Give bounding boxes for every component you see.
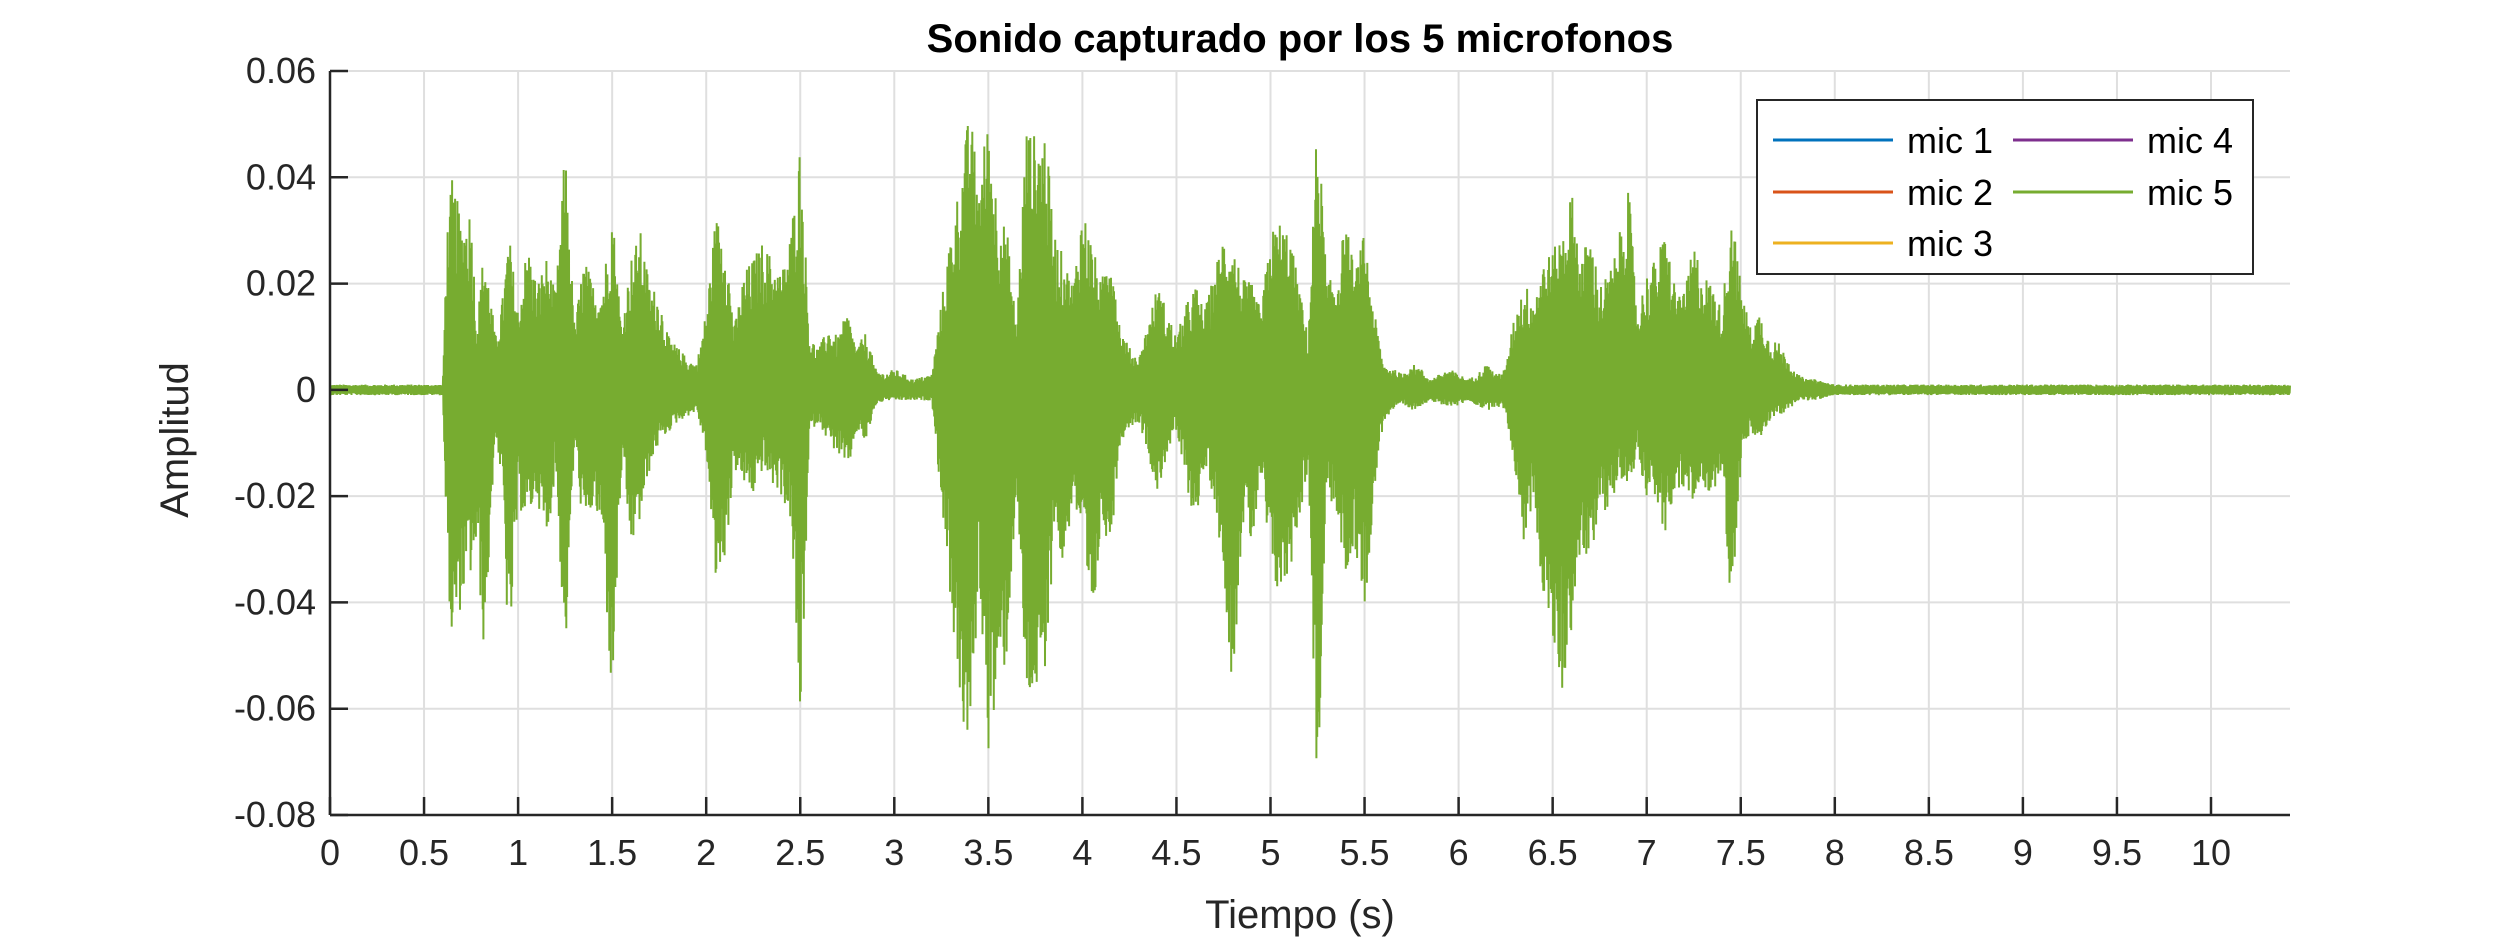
x-tick-label: 2.5 — [775, 832, 825, 873]
legend-item: mic 4 — [2013, 120, 2233, 161]
legend-box — [1756, 99, 2254, 275]
x-tick-label: 3 — [884, 832, 904, 873]
legend-label: mic 4 — [2147, 120, 2233, 161]
x-tick-label: 6.5 — [1528, 832, 1578, 873]
y-axis-title: Amplitud — [153, 362, 197, 518]
y-tick-labels: -0.08 -0.06 -0.04 -0.02 0 0.02 0.04 0.06 — [234, 50, 316, 835]
x-tick-label: 9.5 — [2092, 832, 2142, 873]
legend-label: mic 2 — [1907, 172, 1993, 213]
x-tick-label: 10 — [2191, 832, 2231, 873]
legend-label: mic 5 — [2147, 172, 2233, 213]
y-tick-label: 0.02 — [246, 263, 316, 304]
legend-label: mic 3 — [1907, 223, 1993, 264]
x-tick-label: 1.5 — [587, 832, 637, 873]
x-tick-labels: 0 0.5 1 1.5 2 2.5 3 3.5 4 4.5 5 5.5 6 6.5 7 7.5 8 8.5 9 9.5… — [320, 832, 2231, 873]
x-tick-label: 1 — [508, 832, 528, 873]
x-tick-label: 2 — [696, 832, 716, 873]
y-tick-label: 0.04 — [246, 156, 316, 197]
x-tick-label: 3.5 — [963, 832, 1013, 873]
x-tick-label: 0 — [320, 832, 340, 873]
legend-item: mic 3 — [1773, 223, 1993, 264]
x-tick-label: 5 — [1260, 832, 1280, 873]
x-tick-label: 8.5 — [1904, 832, 1954, 873]
legend-label: mic 1 — [1907, 120, 1993, 161]
y-tick-label: -0.08 — [234, 794, 316, 835]
y-tick-label: 0.06 — [246, 50, 316, 91]
y-tick-label: -0.04 — [234, 581, 316, 622]
series-mic-5-waveform — [329, 125, 2291, 759]
y-tick-label: -0.02 — [234, 475, 316, 516]
x-tick-label: 7.5 — [1716, 832, 1766, 873]
x-tick-label: 7 — [1637, 832, 1657, 873]
x-tick-label: 9 — [2013, 832, 2033, 873]
legend-item: mic 5 — [2013, 172, 2233, 213]
y-tick-label: 0 — [296, 369, 316, 410]
x-tick-label: 0.5 — [399, 832, 449, 873]
axes — [328, 69, 2290, 817]
legend-item: mic 2 — [1773, 172, 1993, 213]
legend-item: mic 1 — [1773, 120, 1993, 161]
x-tick-label: 8 — [1825, 832, 1845, 873]
waveform-area — [329, 125, 2291, 759]
y-tick-label: -0.06 — [234, 688, 316, 729]
x-axis-title: Tiempo (s) — [1205, 893, 1395, 937]
x-tick-label: 5.5 — [1340, 832, 1390, 873]
chart-title: Sonido capturado por los 5 microfonos — [927, 17, 1674, 61]
x-tick-label: 4 — [1072, 832, 1092, 873]
x-tick-label: 4.5 — [1151, 832, 1201, 873]
legend: mic 1 mic 2 mic 3 mic 4 mic 5 — [1756, 99, 2254, 275]
x-tick-label: 6 — [1449, 832, 1469, 873]
